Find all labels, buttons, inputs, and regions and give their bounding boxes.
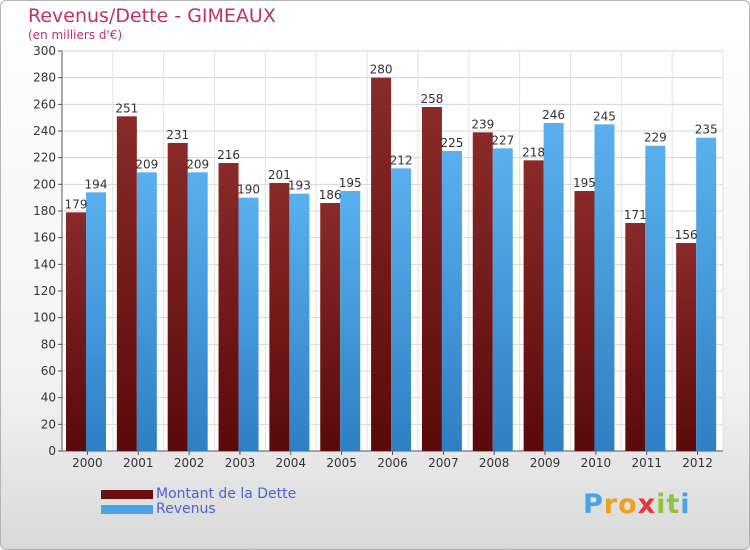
bar-debt — [421, 107, 442, 451]
y-tick-label: 260 — [33, 97, 56, 111]
data-label-debt: 218 — [522, 145, 545, 159]
bar-revenue — [86, 192, 106, 452]
bar-revenue — [543, 123, 564, 451]
x-tick-label: 2007 — [428, 456, 459, 470]
logo-letter: P — [583, 489, 604, 520]
logo-letter: t — [666, 489, 681, 520]
bar-revenue — [136, 172, 157, 452]
bar-debt — [574, 191, 595, 451]
x-tick-label: 2009 — [530, 456, 561, 470]
data-label-debt: 179 — [65, 197, 88, 211]
y-tick-label: 220 — [33, 151, 56, 165]
x-tick-label: 2008 — [479, 456, 510, 470]
y-tick-label: 180 — [33, 204, 56, 218]
chart-title: Revenus/Dette - GIMEAUX — [28, 5, 276, 27]
bar-debt — [116, 116, 137, 451]
logo-letter: x — [637, 489, 657, 520]
legend-label-debt: Montant de la Dette — [156, 486, 297, 502]
y-tick-label: 300 — [33, 44, 56, 58]
logo-letter: r — [603, 489, 619, 520]
x-tick-label: 2005 — [326, 456, 357, 470]
bar-revenue — [289, 193, 310, 451]
y-tick-label: 60 — [41, 364, 56, 378]
data-label-debt: 280 — [370, 63, 393, 77]
bar-revenue — [441, 151, 462, 451]
bar-revenue — [238, 197, 259, 451]
x-tick-label: 2002 — [174, 456, 205, 470]
bar-debt — [66, 212, 86, 451]
data-label-debt: 216 — [217, 148, 240, 162]
data-label-debt: 258 — [420, 92, 443, 106]
x-tick-label: 2003 — [225, 456, 256, 470]
data-label-debt: 239 — [471, 117, 494, 131]
legend-label-revenue: Revenus — [156, 501, 216, 517]
bar-revenue — [492, 148, 513, 452]
y-tick-label: 240 — [33, 124, 56, 138]
bar-debt — [167, 143, 188, 451]
data-label-debt: 171 — [624, 208, 647, 222]
y-tick-label: 200 — [33, 177, 56, 191]
data-label-revenue: 194 — [85, 177, 108, 191]
y-tick-label: 120 — [33, 284, 56, 298]
data-label-revenue: 225 — [440, 136, 463, 150]
bar-debt — [625, 223, 646, 451]
y-tick-label: 100 — [33, 311, 56, 325]
bar-debt — [269, 183, 290, 451]
x-tick-label: 2001 — [123, 456, 154, 470]
x-tick-label: 2006 — [377, 456, 408, 470]
x-tick-label: 2000 — [72, 456, 103, 470]
bar-revenue — [187, 172, 208, 452]
legend-swatch-revenue — [101, 505, 153, 514]
bar-revenue — [645, 145, 666, 451]
bar-debt — [371, 77, 392, 452]
bar-debt — [676, 243, 697, 451]
y-tick-label: 80 — [41, 337, 56, 351]
data-label-revenue: 190 — [237, 183, 260, 197]
bar-revenue — [340, 191, 361, 451]
y-tick-label: 160 — [33, 231, 56, 245]
y-tick-label: 40 — [41, 391, 56, 405]
proxiti-logo: Proxiti — [583, 489, 691, 520]
data-label-debt: 231 — [166, 128, 189, 142]
data-label-debt: 156 — [675, 228, 698, 242]
data-label-revenue: 245 — [593, 109, 616, 123]
bar-revenue — [696, 137, 717, 451]
bar-debt — [523, 160, 544, 452]
x-tick-label: 2011 — [631, 456, 662, 470]
chart-subtitle: (en milliers d'€) — [28, 28, 123, 42]
logo-letter: i — [656, 489, 667, 520]
bar-revenue — [594, 124, 615, 451]
data-label-debt: 186 — [319, 188, 342, 202]
data-label-revenue: 246 — [542, 108, 565, 122]
data-label-debt: 195 — [573, 176, 596, 190]
data-label-revenue: 195 — [339, 176, 362, 190]
data-label-revenue: 209 — [186, 157, 209, 171]
y-tick-label: 20 — [41, 417, 56, 431]
data-label-revenue: 193 — [288, 179, 311, 193]
data-label-revenue: 212 — [390, 153, 413, 167]
logo-letter: o — [618, 489, 638, 520]
data-label-revenue: 229 — [644, 131, 667, 145]
x-tick-label: 2004 — [276, 456, 307, 470]
logo-letter: i — [680, 489, 691, 520]
data-label-revenue: 235 — [695, 123, 718, 137]
y-tick-label: 140 — [33, 257, 56, 271]
y-tick-label: 0 — [48, 444, 56, 458]
data-label-debt: 251 — [115, 101, 138, 115]
bar-debt — [320, 203, 341, 451]
x-tick-label: 2010 — [581, 456, 612, 470]
y-tick-label: 280 — [33, 71, 56, 85]
data-label-revenue: 227 — [491, 133, 514, 147]
bar-debt — [218, 163, 239, 451]
data-label-debt: 201 — [268, 168, 291, 182]
x-tick-label: 2012 — [682, 456, 713, 470]
bar-revenue — [391, 168, 412, 452]
data-label-revenue: 209 — [135, 157, 158, 171]
bar-debt — [472, 132, 493, 452]
legend-swatch-debt — [101, 490, 153, 499]
